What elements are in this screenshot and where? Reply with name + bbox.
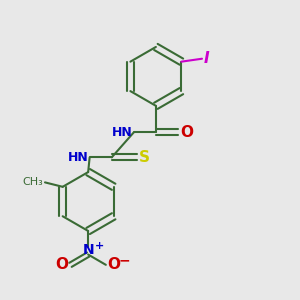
Text: HN: HN	[68, 151, 88, 164]
Text: N: N	[82, 243, 94, 257]
Text: −: −	[118, 254, 130, 267]
Text: S: S	[139, 150, 150, 165]
Text: I: I	[203, 51, 209, 66]
Text: O: O	[55, 257, 68, 272]
Text: +: +	[94, 241, 104, 251]
Text: O: O	[107, 257, 120, 272]
Text: O: O	[180, 125, 193, 140]
Text: HN: HN	[112, 126, 132, 139]
Text: CH₃: CH₃	[22, 177, 43, 188]
